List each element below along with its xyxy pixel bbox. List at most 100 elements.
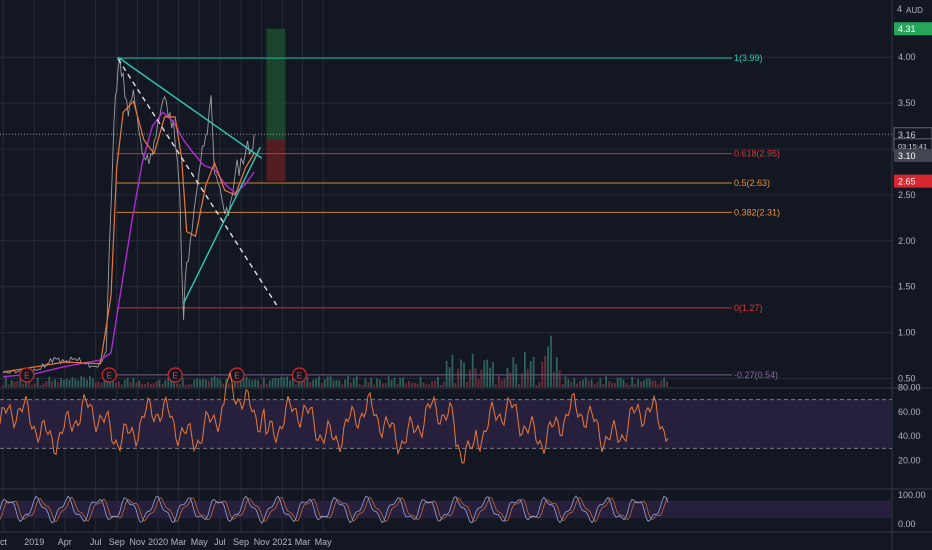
volume-bar bbox=[155, 380, 158, 387]
volume-bar bbox=[495, 384, 497, 387]
time-axis-label: May bbox=[191, 537, 209, 547]
volume-bar bbox=[135, 382, 138, 387]
rsi-axis-label: 80.00 bbox=[898, 382, 921, 392]
price-tag-label: 3.10 bbox=[898, 151, 916, 161]
volume-bar bbox=[463, 362, 465, 387]
fib-level-label: 0.618(2.95) bbox=[734, 149, 780, 159]
volume-bar bbox=[309, 381, 312, 387]
volume-bar bbox=[303, 380, 306, 387]
volume-bar bbox=[103, 379, 106, 387]
volume-bar bbox=[555, 357, 558, 387]
time-axis-label: Jul bbox=[90, 537, 102, 547]
volume-bar bbox=[625, 382, 628, 387]
volume-bar bbox=[544, 355, 547, 387]
volume-bar bbox=[60, 378, 62, 387]
volume-bar bbox=[526, 369, 529, 387]
volume-bar bbox=[222, 383, 225, 387]
volume-bar bbox=[184, 384, 187, 387]
volume-bar bbox=[500, 380, 503, 387]
volume-bar bbox=[202, 378, 204, 387]
volume-bar bbox=[515, 364, 518, 387]
time-axis-label: 2019 bbox=[24, 537, 44, 547]
volume-bar bbox=[126, 377, 129, 387]
volume-bar bbox=[138, 380, 141, 387]
time-axis-label: Nov bbox=[129, 537, 146, 547]
earnings-marker-label: E bbox=[234, 372, 239, 381]
volume-bar bbox=[558, 370, 561, 387]
volume-bar bbox=[216, 377, 219, 387]
volume-bar bbox=[315, 378, 317, 387]
stoch-axis-label: 0.00 bbox=[898, 519, 916, 529]
volume-bar bbox=[529, 361, 532, 387]
volume-bar bbox=[178, 384, 181, 387]
volume-bar bbox=[492, 362, 494, 387]
dashed-trendline bbox=[117, 58, 278, 306]
volume-bar bbox=[167, 378, 170, 387]
volume-bar bbox=[402, 377, 404, 387]
volume-bar bbox=[379, 379, 381, 387]
volume-bar bbox=[161, 383, 164, 387]
volume-bar bbox=[294, 384, 297, 387]
volume-bar bbox=[234, 378, 236, 387]
volume-bar bbox=[86, 379, 88, 387]
volume-bar bbox=[431, 381, 433, 387]
volume-bar bbox=[219, 379, 222, 387]
volume-bar bbox=[541, 361, 544, 387]
volume-bar bbox=[263, 377, 265, 387]
stoch-band bbox=[0, 500, 892, 519]
volume-bar bbox=[236, 381, 239, 387]
volume-bar bbox=[553, 371, 555, 387]
volume-bar bbox=[387, 376, 390, 387]
volume-bar bbox=[97, 381, 100, 387]
earnings-marker bbox=[19, 367, 35, 383]
volume-bar bbox=[634, 383, 636, 387]
time-axis-label: Nov bbox=[254, 537, 271, 547]
volume-bar bbox=[486, 359, 489, 387]
trendline bbox=[117, 56, 263, 159]
volume-bar bbox=[532, 356, 535, 387]
volume-bar bbox=[312, 379, 315, 387]
volume-bar bbox=[100, 383, 103, 387]
volume-bar bbox=[666, 381, 668, 387]
volume-bar bbox=[408, 381, 410, 387]
volume-bar bbox=[25, 378, 27, 387]
volume-bar bbox=[506, 367, 509, 387]
price-axis-label: 3.50 bbox=[898, 98, 916, 108]
volume-bar bbox=[567, 379, 570, 387]
volume-bar bbox=[396, 383, 399, 387]
volume-bar bbox=[31, 384, 33, 387]
volume-bar bbox=[413, 382, 416, 387]
volume-bar bbox=[10, 379, 13, 387]
volume-bar bbox=[471, 353, 474, 387]
volume-bar bbox=[390, 379, 393, 387]
volume-bar bbox=[54, 379, 56, 387]
volume-bar bbox=[538, 382, 541, 387]
volume-bar bbox=[445, 360, 448, 387]
volume-bar bbox=[660, 380, 663, 387]
volume-bar bbox=[460, 359, 462, 387]
volume-bar bbox=[642, 380, 645, 387]
price-axis-label: 0.50 bbox=[898, 374, 916, 384]
volume-bar bbox=[2, 385, 4, 387]
price-tag bbox=[894, 148, 932, 162]
volume-bar bbox=[13, 381, 16, 387]
volume-bar bbox=[573, 377, 576, 387]
volume-bar bbox=[605, 376, 607, 387]
volume-bar bbox=[599, 378, 602, 387]
ma-fast-line bbox=[2, 100, 255, 373]
volume-bar bbox=[637, 379, 639, 387]
volume-bar bbox=[454, 383, 457, 387]
volume-bar bbox=[497, 375, 500, 387]
volume-bar bbox=[483, 360, 486, 387]
volume-bar bbox=[451, 354, 454, 387]
time-axis-label: Jul bbox=[214, 537, 226, 547]
volume-bar bbox=[350, 382, 352, 387]
position-profit-zone bbox=[266, 28, 286, 140]
time-axis-label: Mar bbox=[295, 537, 311, 547]
price-series-line bbox=[2, 57, 255, 376]
volume-bar bbox=[91, 378, 94, 387]
volume-bar bbox=[341, 384, 344, 387]
price-axis-label: 2.50 bbox=[898, 190, 916, 200]
stoch-axis-label: 100.00 bbox=[898, 490, 926, 500]
